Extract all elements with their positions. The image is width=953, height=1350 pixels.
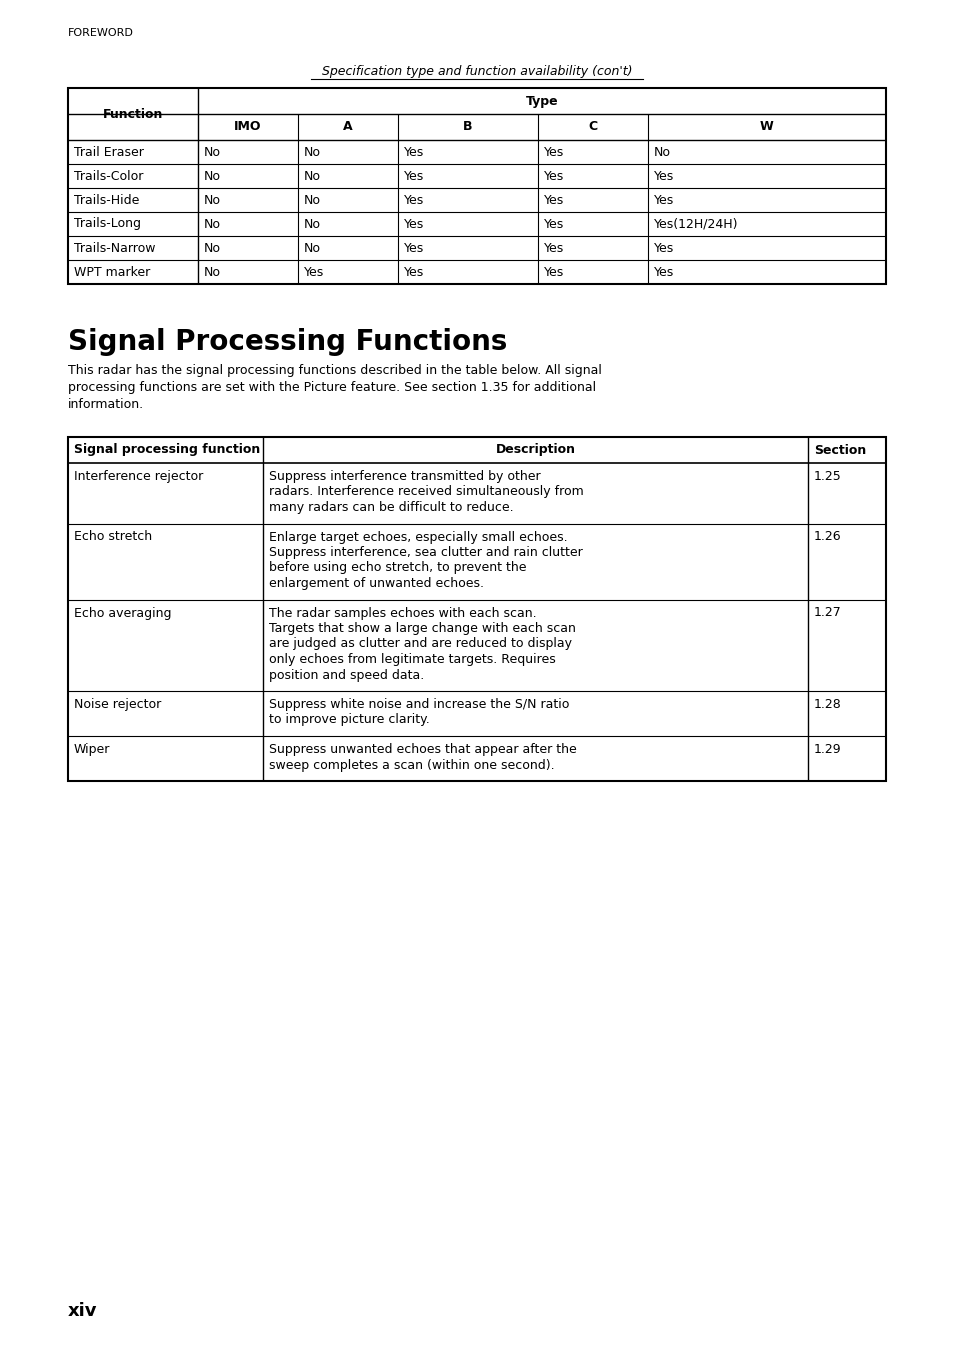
Text: Yes: Yes bbox=[403, 242, 424, 255]
Text: IMO: IMO bbox=[234, 120, 261, 134]
Text: No: No bbox=[304, 217, 320, 231]
Text: Yes: Yes bbox=[543, 266, 563, 278]
Text: many radars can be difficult to reduce.: many radars can be difficult to reduce. bbox=[269, 501, 513, 514]
Text: only echoes from legitimate targets. Requires: only echoes from legitimate targets. Req… bbox=[269, 653, 556, 666]
Text: Suppress unwanted echoes that appear after the: Suppress unwanted echoes that appear aft… bbox=[269, 743, 577, 756]
Text: Yes: Yes bbox=[403, 146, 424, 158]
Text: Signal Processing Functions: Signal Processing Functions bbox=[68, 328, 507, 356]
Text: Yes: Yes bbox=[654, 242, 674, 255]
Text: Trails-Hide: Trails-Hide bbox=[74, 193, 139, 207]
Text: Function: Function bbox=[103, 108, 163, 120]
Text: No: No bbox=[304, 242, 320, 255]
Text: No: No bbox=[204, 170, 221, 182]
Text: Echo averaging: Echo averaging bbox=[74, 606, 172, 620]
Text: radars. Interference received simultaneously from: radars. Interference received simultaneo… bbox=[269, 486, 583, 498]
Text: Suppress white noise and increase the S/N ratio: Suppress white noise and increase the S/… bbox=[269, 698, 569, 711]
Text: FOREWORD: FOREWORD bbox=[68, 28, 133, 38]
Text: B: B bbox=[463, 120, 473, 134]
Text: Specification type and function availability (con't): Specification type and function availabi… bbox=[321, 65, 632, 78]
Text: before using echo stretch, to prevent the: before using echo stretch, to prevent th… bbox=[269, 562, 526, 575]
Text: C: C bbox=[588, 120, 597, 134]
Text: 1.25: 1.25 bbox=[813, 470, 841, 483]
Text: Yes: Yes bbox=[304, 266, 324, 278]
Bar bbox=[68, 437, 885, 782]
Text: No: No bbox=[204, 193, 221, 207]
Text: information.: information. bbox=[68, 398, 144, 410]
Text: Echo stretch: Echo stretch bbox=[74, 531, 152, 544]
Text: sweep completes a scan (within one second).: sweep completes a scan (within one secon… bbox=[269, 759, 554, 771]
Text: Yes: Yes bbox=[543, 170, 563, 182]
Text: Yes: Yes bbox=[543, 193, 563, 207]
Text: No: No bbox=[204, 146, 221, 158]
Text: No: No bbox=[204, 217, 221, 231]
Text: Trails-Long: Trails-Long bbox=[74, 217, 141, 231]
Text: A: A bbox=[343, 120, 353, 134]
Text: Trails-Color: Trails-Color bbox=[74, 170, 143, 182]
Text: The radar samples echoes with each scan.: The radar samples echoes with each scan. bbox=[269, 606, 536, 620]
Text: Type: Type bbox=[525, 95, 558, 108]
Text: position and speed data.: position and speed data. bbox=[269, 668, 424, 682]
Text: Suppress interference, sea clutter and rain clutter: Suppress interference, sea clutter and r… bbox=[269, 545, 582, 559]
Text: Yes: Yes bbox=[654, 170, 674, 182]
Text: Trail Eraser: Trail Eraser bbox=[74, 146, 144, 158]
Text: to improve picture clarity.: to improve picture clarity. bbox=[269, 714, 429, 726]
Text: No: No bbox=[204, 266, 221, 278]
Text: 1.27: 1.27 bbox=[813, 606, 841, 620]
Text: WPT marker: WPT marker bbox=[74, 266, 150, 278]
Text: are judged as clutter and are reduced to display: are judged as clutter and are reduced to… bbox=[269, 637, 572, 651]
Text: 1.29: 1.29 bbox=[813, 743, 841, 756]
Text: No: No bbox=[304, 146, 320, 158]
Text: This radar has the signal processing functions described in the table below. All: This radar has the signal processing fun… bbox=[68, 364, 601, 377]
Bar bbox=[68, 88, 885, 284]
Text: Noise rejector: Noise rejector bbox=[74, 698, 161, 711]
Text: Yes: Yes bbox=[403, 266, 424, 278]
Text: No: No bbox=[204, 242, 221, 255]
Text: Yes: Yes bbox=[543, 242, 563, 255]
Text: W: W bbox=[760, 120, 773, 134]
Text: Yes: Yes bbox=[403, 193, 424, 207]
Text: Interference rejector: Interference rejector bbox=[74, 470, 203, 483]
Text: 1.28: 1.28 bbox=[813, 698, 841, 711]
Text: No: No bbox=[304, 170, 320, 182]
Text: Description: Description bbox=[495, 444, 575, 456]
Text: No: No bbox=[654, 146, 670, 158]
Text: Enlarge target echoes, especially small echoes.: Enlarge target echoes, especially small … bbox=[269, 531, 567, 544]
Text: Wiper: Wiper bbox=[74, 743, 111, 756]
Text: processing functions are set with the Picture feature. See section 1.35 for addi: processing functions are set with the Pi… bbox=[68, 381, 596, 394]
Text: Yes: Yes bbox=[543, 217, 563, 231]
Text: Trails-Narrow: Trails-Narrow bbox=[74, 242, 155, 255]
Text: Yes: Yes bbox=[403, 170, 424, 182]
Text: Targets that show a large change with each scan: Targets that show a large change with ea… bbox=[269, 622, 576, 634]
Text: Yes(12H/24H): Yes(12H/24H) bbox=[654, 217, 738, 231]
Text: Yes: Yes bbox=[654, 193, 674, 207]
Text: Suppress interference transmitted by other: Suppress interference transmitted by oth… bbox=[269, 470, 540, 483]
Text: Signal processing function: Signal processing function bbox=[74, 444, 260, 456]
Text: No: No bbox=[304, 193, 320, 207]
Text: enlargement of unwanted echoes.: enlargement of unwanted echoes. bbox=[269, 576, 483, 590]
Text: xiv: xiv bbox=[68, 1301, 97, 1320]
Text: 1.26: 1.26 bbox=[813, 531, 841, 544]
Text: Yes: Yes bbox=[403, 217, 424, 231]
Text: Section: Section bbox=[813, 444, 865, 456]
Text: Yes: Yes bbox=[654, 266, 674, 278]
Text: Yes: Yes bbox=[543, 146, 563, 158]
